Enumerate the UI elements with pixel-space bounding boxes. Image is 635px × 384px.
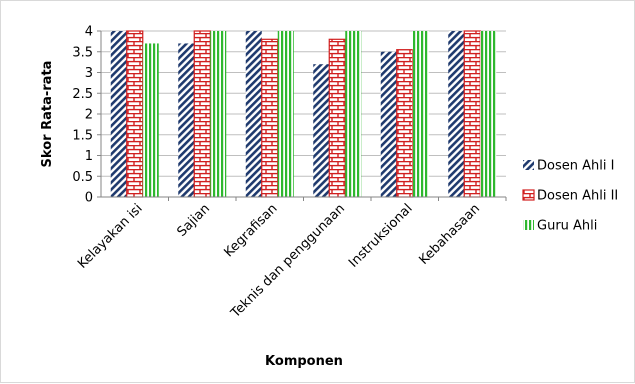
x-category-label: Teknis dan penggunaan bbox=[228, 201, 348, 321]
x-axis-title: Komponen bbox=[265, 354, 343, 369]
bar-dosen-ahli-i bbox=[380, 51, 397, 197]
x-category-label: Kegrafisan bbox=[221, 201, 280, 260]
y-tick-label: 1.5 bbox=[72, 128, 93, 143]
bar-guru-ahli bbox=[210, 31, 227, 197]
y-tick-label: 0.5 bbox=[72, 170, 93, 185]
y-tick-label: 2.5 bbox=[72, 87, 93, 102]
x-category-label: Instruksional bbox=[346, 201, 415, 270]
y-tick-label: 1 bbox=[85, 149, 93, 164]
legend-label: Dosen Ahli I bbox=[537, 159, 614, 174]
y-tick-label: 0 bbox=[85, 191, 93, 206]
legend: Dosen Ahli I Dosen Ahli II Guru Ahli bbox=[522, 159, 618, 234]
y-axis-title: Skor Rata-rata bbox=[40, 61, 55, 168]
bar-guru-ahli bbox=[277, 31, 294, 197]
bar-dosen-ahli-i bbox=[110, 31, 127, 197]
bar-guru-ahli bbox=[412, 31, 429, 197]
y-tick-label: 3 bbox=[85, 66, 93, 81]
bar-guru-ahli bbox=[142, 43, 159, 198]
y-tick-labels: 0 0.5 1 1.5 2 2.5 3 3.5 4 bbox=[72, 25, 93, 206]
legend-label: Dosen Ahli II bbox=[537, 189, 618, 204]
gridlines bbox=[101, 30, 506, 198]
y-tick-label: 4 bbox=[85, 25, 93, 40]
bar-guru-ahli bbox=[345, 31, 362, 197]
bar-dosen-ahli-ii bbox=[126, 30, 144, 198]
bars bbox=[110, 30, 497, 198]
bar-guru-ahli bbox=[480, 31, 497, 197]
x-category-label: Sajian bbox=[174, 201, 213, 240]
bar-dosen-ahli-i bbox=[448, 31, 465, 197]
legend-swatch bbox=[522, 189, 535, 201]
bar-dosen-ahli-ii bbox=[463, 30, 481, 198]
bar-dosen-ahli-i bbox=[313, 64, 330, 197]
legend-swatch bbox=[523, 160, 534, 170]
bar-dosen-ahli-ii bbox=[328, 38, 346, 198]
bar-dosen-ahli-i bbox=[178, 43, 195, 198]
legend-label: Guru Ahli bbox=[537, 219, 597, 234]
y-tick-label: 2 bbox=[85, 108, 93, 123]
x-category-label: Kebahasaan bbox=[416, 201, 483, 268]
bar-dosen-ahli-i bbox=[245, 31, 262, 197]
bar-dosen-ahli-ii bbox=[261, 38, 279, 198]
bar-dosen-ahli-ii bbox=[193, 30, 211, 198]
bar-dosen-ahli-ii bbox=[396, 49, 414, 198]
axes bbox=[97, 30, 507, 201]
y-tick-label: 3.5 bbox=[72, 45, 93, 60]
x-category-label: Kelayakan isi bbox=[75, 201, 146, 272]
legend-swatch bbox=[523, 220, 534, 230]
